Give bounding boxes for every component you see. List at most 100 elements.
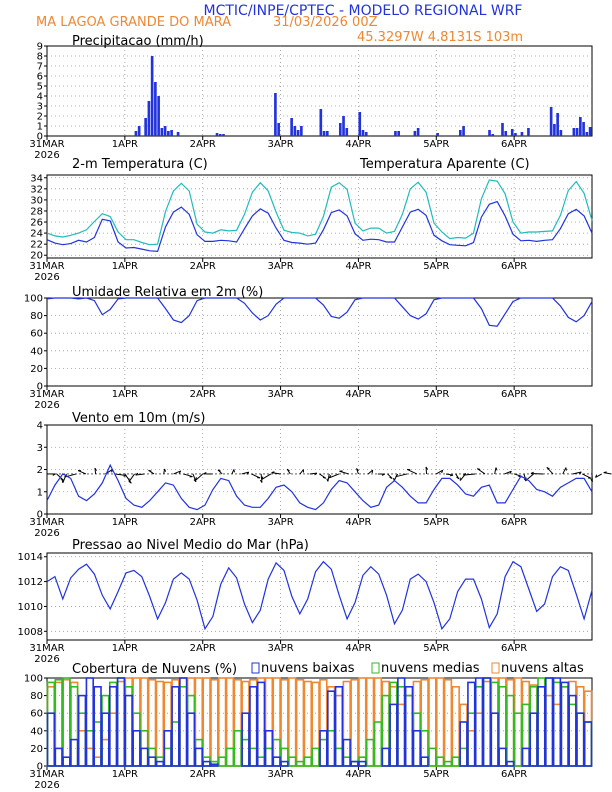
wind-barb [572, 471, 582, 475]
cloud-bar [404, 685, 414, 767]
precip-bar [338, 123, 342, 136]
wind-barb [260, 473, 263, 483]
cloud-bar [552, 703, 562, 767]
cloud-bar [46, 685, 56, 767]
cloud-bar [583, 721, 593, 767]
humidity-ytick-label: 100 [24, 294, 43, 305]
precip-xtick-label: 2APR [190, 139, 216, 150]
cloud-bar [179, 677, 188, 767]
cloud-bar [171, 721, 180, 767]
wind-ytick-label: 4 [37, 421, 43, 432]
cloud-bar [116, 677, 126, 767]
cloud-bar [179, 685, 188, 767]
precip-bar [157, 96, 160, 136]
cloud-bar [62, 678, 71, 767]
cloud-bar [108, 681, 118, 767]
cloud-bar [54, 747, 63, 767]
wind-barb [395, 473, 408, 478]
wind-barb [195, 473, 204, 481]
wind-barb [603, 472, 612, 475]
wind-barb-head [164, 468, 167, 472]
wind-xtick-label: 31MAR [29, 517, 64, 528]
cloud-bar [46, 681, 56, 767]
precip-xtick-label: 31MAR [29, 139, 64, 150]
cloud-bar [155, 680, 165, 767]
cloud-bar [210, 678, 219, 767]
humidity-xtick-label: 1APR [112, 389, 138, 400]
wind-barb-head [326, 478, 329, 482]
precip-ytick-label: 5 [37, 82, 43, 93]
cloud-bar [334, 694, 344, 767]
clouds-xtick-label: 3APR [267, 769, 293, 780]
cloud-bar [264, 747, 274, 767]
cloud-bar [420, 678, 429, 767]
cloud-bar [186, 677, 196, 767]
pressure-frame [46, 552, 593, 641]
humidity-ytick-label: 60 [30, 329, 43, 340]
precip-year-label: 2026 [34, 150, 59, 161]
humidity-year-label: 2026 [34, 400, 59, 411]
wind-xtick-label: 4APR [345, 517, 371, 528]
precip-bar [527, 128, 530, 136]
cloud-bar [93, 756, 102, 767]
cloud-bar [280, 760, 289, 767]
wind-barb-head [456, 476, 460, 480]
cloud-bar [412, 729, 422, 767]
cloud-bar [202, 677, 211, 767]
clouds-xtick-label: 4APR [345, 769, 371, 780]
precip-bar [572, 128, 576, 136]
wind-barb [124, 473, 132, 484]
cloud-bar [132, 712, 141, 767]
cloud-bar [179, 677, 188, 767]
cloud-bar [552, 681, 562, 767]
cloud-legend-label: nuvens baixas [261, 661, 355, 676]
cloud-bar [342, 680, 351, 767]
cloud-bar [132, 729, 141, 767]
precip-bar [215, 133, 219, 136]
cloud-bar [85, 677, 95, 767]
wind-barb-head [60, 478, 64, 481]
cloud-bar [506, 678, 515, 767]
precip-bar [322, 131, 326, 136]
cloud-bar [420, 756, 429, 767]
cloud-bar [116, 677, 126, 767]
humidity-xtick-label: 2APR [190, 389, 216, 400]
cloud-bar [389, 685, 398, 767]
wind-xtick-label: 5APR [423, 517, 449, 528]
pressure-series-main-line [46, 560, 593, 631]
precip-bar [514, 133, 517, 136]
precip-bar [137, 126, 141, 136]
wind-barb-head [546, 467, 550, 470]
wind-barb-head [595, 474, 598, 478]
cloud-bar [451, 756, 460, 767]
wind-barb [135, 473, 145, 476]
precip-bar [290, 118, 293, 136]
pressure-ytick-label: 1012 [18, 577, 43, 588]
humidity-frame [46, 297, 593, 387]
wind-barb [582, 473, 592, 479]
cloud-bar [420, 729, 429, 767]
cloud-bar [537, 677, 546, 767]
wind-barb-head [425, 466, 429, 470]
precip-bar [397, 131, 401, 136]
coordinates-label: 45.3297W 4.8131S 103m [357, 30, 523, 45]
clouds-ytick-label: 20 [30, 744, 43, 755]
cloud-bar [194, 738, 204, 767]
cloud-bar [163, 747, 172, 767]
cloud-bar [85, 747, 95, 767]
cloud-bar [171, 678, 180, 767]
wind-barb-head [477, 468, 481, 470]
precip-bar [293, 126, 297, 136]
cloud-bar [397, 703, 406, 767]
cloud-bar [490, 681, 499, 767]
pressure-ytick-label: 1014 [18, 552, 43, 563]
cloud-bar [560, 685, 569, 767]
cloud-bar [264, 729, 274, 767]
cloud-bar [568, 694, 577, 767]
cloud-bar [319, 729, 328, 767]
cloud-bar [62, 756, 71, 767]
cloud-bar [249, 685, 258, 767]
